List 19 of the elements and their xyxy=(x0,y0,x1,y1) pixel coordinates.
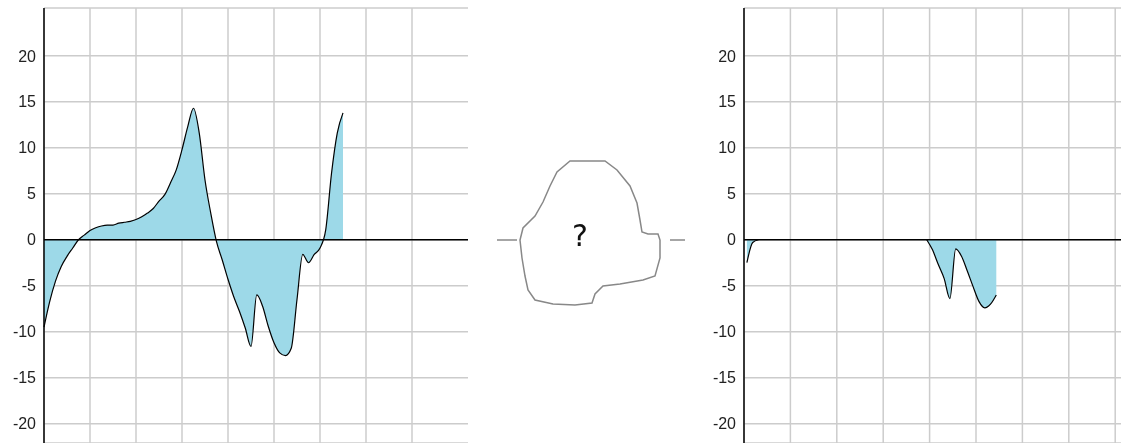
y-tick-label: 0 xyxy=(27,231,37,249)
y-tick-label: 5 xyxy=(27,185,37,203)
y-tick-label: 15 xyxy=(718,93,737,111)
y-tick-label: -20 xyxy=(712,415,737,433)
y-tick-label: -20 xyxy=(12,415,37,433)
y-tick-label: 15 xyxy=(18,93,37,111)
y-tick-label: 10 xyxy=(718,139,737,157)
y-tick-label: -5 xyxy=(21,277,37,295)
y-tick-label: 20 xyxy=(18,47,37,65)
y-tick-label: -15 xyxy=(12,369,37,387)
y-tick-label: 10 xyxy=(18,139,37,157)
y-tick-label: -10 xyxy=(712,323,737,341)
y-tick-label: -10 xyxy=(12,323,37,341)
text: ? xyxy=(571,218,589,253)
y-tick-label: -5 xyxy=(721,277,737,295)
y-tick-label: -15 xyxy=(712,369,737,387)
y-tick-label: 20 xyxy=(718,47,737,65)
y-tick-label: 5 xyxy=(727,185,737,203)
y-tick-label: 0 xyxy=(727,231,737,249)
